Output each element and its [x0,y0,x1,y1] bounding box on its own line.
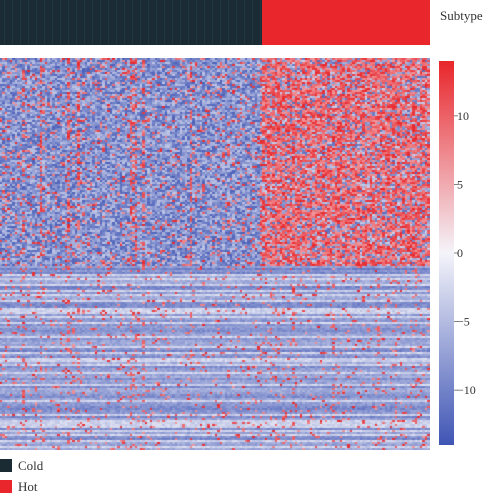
subtype-stripe [124,0,125,45]
subtype-stripe [4,0,5,45]
subtype-stripe [172,0,173,45]
subtype-stripe [60,0,61,45]
subtype-stripe [244,0,245,45]
colorbar-tick-label: −5 [457,315,470,329]
subtype-stripe [108,0,109,45]
subtype-stripe [76,0,77,45]
subtype-stripe [220,0,221,45]
subtype-stripe [228,0,229,45]
subtype-stripe [116,0,117,45]
subtype-stripe [36,0,37,45]
colorbar-tick-label: −10 [457,383,476,397]
subtype-stripe [252,0,253,45]
colorbar-tick-label: 5 [457,177,463,191]
subtype-stripe [180,0,181,45]
subtype-stripe [188,0,189,45]
subtype-annotation-track [0,0,430,45]
subtype-stripe [44,0,45,45]
subtype-stripe [236,0,237,45]
subtype-stripe [204,0,205,45]
subtype-stripe [164,0,165,45]
subtype-stripe [28,0,29,45]
colorbar-tick-label: 10 [457,109,469,123]
subtype-stripe [156,0,157,45]
legend-label-cold: Cold [18,458,44,473]
subtype-stripe [140,0,141,45]
subtype-stripe [132,0,133,45]
subtype-stripe [92,0,93,45]
subtype-stripe [260,0,261,45]
subtype-segment-cold [0,0,262,45]
subtype-stripe [100,0,101,45]
legend-swatch-cold [0,459,12,472]
subtype-stripe [212,0,213,45]
colorbar-ticks: 10 5 0 −5 −10 [454,109,476,397]
colorbar-tick-label: 0 [457,246,463,260]
subtype-stripe [148,0,149,45]
subtype-segment-hot [262,0,430,45]
annotation-label: Subtype [440,8,483,23]
heatmap-matrix [0,58,430,450]
colorbar [439,61,454,445]
subtype-stripe [68,0,69,45]
legend-swatch-hot [0,480,12,493]
legend-label-hot: Hot [18,479,38,494]
subtype-stripe [20,0,21,45]
subtype-stripe [196,0,197,45]
subtype-stripe [52,0,53,45]
subtype-stripe [84,0,85,45]
subtype-stripe [12,0,13,45]
legend: Cold Hot [0,458,44,494]
